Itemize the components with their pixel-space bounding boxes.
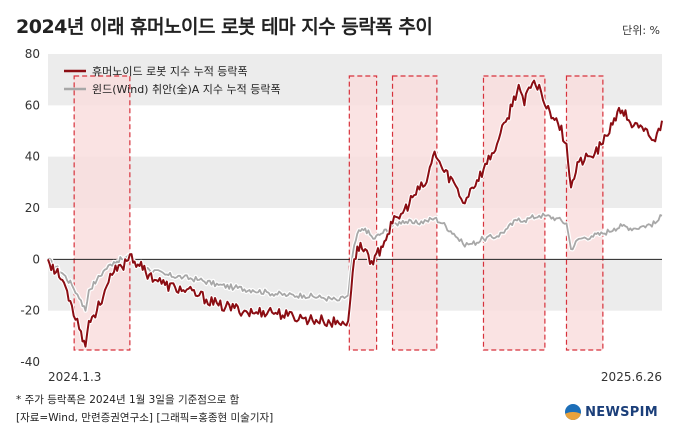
newspim-logo: NEWSPIM: [565, 404, 658, 420]
y-tick-label: 60: [25, 98, 40, 112]
highlight-periods: [73, 75, 604, 351]
series-lines: [46, 78, 665, 349]
newspim-logo-icon: [565, 404, 582, 420]
wind-series-line: [47, 212, 663, 312]
y-tick-label: 0: [32, 252, 40, 266]
highlight-period-2: [348, 75, 378, 351]
x-tick-label-end: 2025.6.26: [601, 370, 662, 384]
highlight-period-4: [482, 75, 546, 351]
newspim-logo-text: NEWSPIM: [585, 404, 658, 420]
y-tick-label: -20: [20, 304, 40, 318]
humanoid-series-line: [47, 79, 663, 348]
y-tick-label: 20: [25, 201, 40, 215]
x-axis-ticks: 2024.1.3 2025.6.26: [48, 370, 662, 384]
highlight-period-5: [565, 75, 604, 351]
chart-title: 2024년 이래 휴머노이드 로봇 테마 지수 등락폭 추이: [16, 16, 433, 38]
highlight-period-1: [73, 75, 131, 351]
y-tick-label: 40: [25, 150, 40, 164]
legend-label-wind: 윈드(Wind) 취안(全)A 지수 누적 등락폭: [92, 82, 281, 96]
y-tick-label: 80: [25, 47, 40, 61]
source-credit: [자료=Wind, 만련증권연구소] [그래픽=홍종현 미술기자]: [16, 412, 274, 424]
y-tick-label: -40: [20, 355, 40, 369]
unit-label: 단위: %: [622, 24, 660, 37]
legend-label-humanoid: 휴머노이드 로봇 지수 누적 등락폭: [92, 65, 248, 78]
x-tick-label-start: 2024.1.3: [48, 370, 101, 384]
footnote: * 주가 등락폭은 2024년 1월 3일을 기준점으로 함: [16, 394, 240, 406]
y-axis-ticks: -40 -20 0 20 40 60 80: [20, 47, 40, 369]
